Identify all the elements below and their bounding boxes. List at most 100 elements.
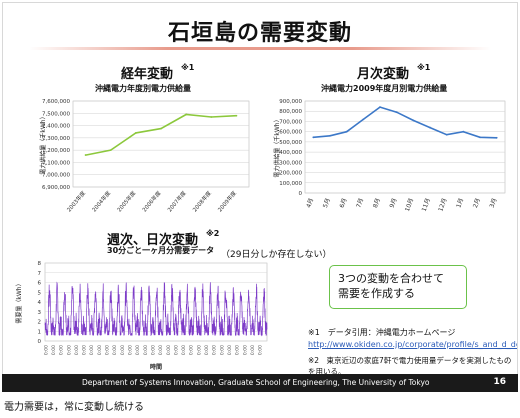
x-tick-label: 0:00 (97, 345, 103, 355)
x-tick-label: 0:00 (105, 345, 111, 355)
x-tick-label: 7月 (355, 197, 365, 209)
page-number: 16 (493, 377, 506, 387)
data-point (312, 136, 315, 139)
x-tick-label: 0:00 (143, 345, 149, 355)
x-tick-label: 2005年度 (115, 189, 138, 214)
annual-chart: 6,900,000 7,000,000 7,100,000 7,200,000 7,30… (39, 99, 250, 214)
x-tick-label: 0:00 (181, 345, 187, 355)
data-point (479, 136, 481, 139)
x-tick-label: 0:00 (204, 345, 210, 355)
x-tick-label: 0:00 (250, 345, 256, 355)
x-tick-label: 0:00 (89, 345, 95, 355)
y-tick-label: 7 (38, 271, 42, 277)
data-point (109, 149, 112, 152)
weekly-subtitle: 30分ごと一ヶ月分需要データ (107, 246, 215, 255)
footer-bar: Department of Systems Innovation, Gradua… (2, 374, 518, 392)
data-point (445, 133, 448, 136)
y-tick-label: 7,400,000 (42, 124, 70, 130)
y-tick-label: 0 (299, 191, 303, 197)
x-tick-label: 0:00 (59, 345, 65, 355)
y-tick-label: 4 (38, 300, 42, 306)
data-point (160, 127, 162, 130)
data-point (462, 130, 465, 133)
x-tick-label: 0:00 (196, 345, 202, 355)
slide-caption: 電力需要は，常に変動し続ける (4, 402, 144, 413)
y-tick-label: 7,300,000 (42, 136, 70, 142)
x-tick-label: 2月 (472, 197, 482, 209)
monthly-heading-text: 月次変動 (357, 67, 410, 82)
y-tick-label: 7,000,000 (42, 173, 70, 179)
y-tick-label: 700,000 (279, 119, 302, 125)
monthly-note: ※1 (417, 63, 431, 72)
x-tick-label: 0:00 (189, 345, 195, 355)
annual-heading-text: 経年変動 (121, 67, 174, 82)
x-tick-label: 3月 (489, 197, 499, 209)
y-axis-label: 電力供給量（千kWh） (39, 113, 47, 174)
callout-line-2: 需要を作成する (338, 287, 415, 300)
data-point (379, 106, 381, 109)
series-line (44, 281, 268, 337)
x-tick-label: 0:00 (258, 345, 264, 355)
x-tick-label: 8月 (372, 197, 382, 209)
x-tick-label: 0:00 (150, 345, 156, 355)
x-tick-label: 0:00 (173, 345, 179, 355)
x-tick-label: 0:00 (74, 345, 80, 355)
x-tick-label: 2007年度 (165, 189, 188, 214)
x-tick-label: 0:00 (66, 345, 72, 355)
y-tick-label: 400,000 (279, 150, 302, 156)
y-tick-label: 3 (38, 310, 42, 316)
y-tick-label: 2 (38, 320, 42, 326)
x-tick-label: 2008年度 (191, 189, 214, 214)
x-tick-label: 0:00 (219, 345, 225, 355)
x-tick-label: 0:00 (227, 345, 233, 355)
data-point (235, 114, 238, 117)
slide-title: 石垣島の需要変動 (167, 21, 352, 46)
y-tick-label: 8 (38, 261, 42, 267)
y-tick-label: 1 (38, 329, 42, 335)
y-tick-label: 6 (38, 281, 42, 287)
y-tick-label: 7,500,000 (42, 111, 70, 117)
x-tick-label: 0:00 (166, 345, 172, 355)
data-point (84, 154, 87, 156)
y-tick-label: 100,000 (279, 181, 302, 187)
x-tick-label: 2009年度 (216, 189, 239, 214)
slide: 石垣島の需要変動 経年変動 ※1 沖縄電力年度別電力供給量 6,900,000 7,… (2, 2, 518, 392)
x-tick-label: 0:00 (112, 345, 118, 355)
y-tick-label: 800,000 (279, 109, 302, 115)
x-tick-label: 2004年度 (90, 189, 113, 214)
monthly-chart: 0 100,000 200,000 300,000 400,000 500,000 600,… (273, 99, 506, 213)
x-tick-label: 0:00 (212, 345, 218, 355)
plot-area (72, 100, 250, 188)
annual-note: ※1 (181, 63, 195, 72)
weekly-heading-text: 週次、日次変動 (107, 233, 199, 248)
x-tick-label: 0:00 (158, 345, 164, 355)
weekly-heading: 週次、日次変動 ※2 (107, 229, 219, 248)
data-point (362, 118, 365, 121)
data-point (329, 134, 331, 137)
x-tick-label: 0:00 (242, 345, 248, 355)
x-tick-label: 5月 (322, 197, 332, 209)
x-tick-label: 0:00 (128, 345, 134, 355)
y-tick-label: 7,200,000 (42, 148, 70, 154)
x-tick-label: 9月 (389, 197, 399, 209)
x-tick-label: 0:00 (135, 345, 141, 355)
x-axis-label: 時間 (150, 363, 162, 371)
footer-affiliation: Department of Systems Innovation, Gradua… (82, 378, 430, 387)
x-tick-label: 12月 (437, 197, 448, 212)
data-point (412, 119, 415, 122)
x-tick-label: 4月 (305, 197, 315, 209)
weekly-note: ※2 (206, 229, 220, 238)
y-tick-label: 7,600,000 (42, 99, 70, 105)
x-tick-label: 0:00 (51, 345, 57, 355)
callout-line-1: 3つの変動を合わせて (338, 272, 444, 285)
data-point (134, 132, 137, 134)
y-tick-label: 300,000 (279, 160, 302, 166)
plot-area (304, 100, 506, 194)
y-tick-label: 7,100,000 (42, 160, 70, 166)
footnote-1-link[interactable]: http://www.okiden.co.jp/corporate/profil… (308, 340, 517, 349)
combine-callout: 3つの変動を合わせて 需要を作成する (329, 265, 467, 309)
y-tick-label: 200,000 (279, 171, 302, 177)
missing-days-note: （29日分しか存在しない） (221, 250, 332, 260)
data-point (395, 111, 398, 114)
footnote-2: ※2 東京近辺の家庭7軒で電力使用量データを実測したものを用いる。 (308, 356, 512, 376)
